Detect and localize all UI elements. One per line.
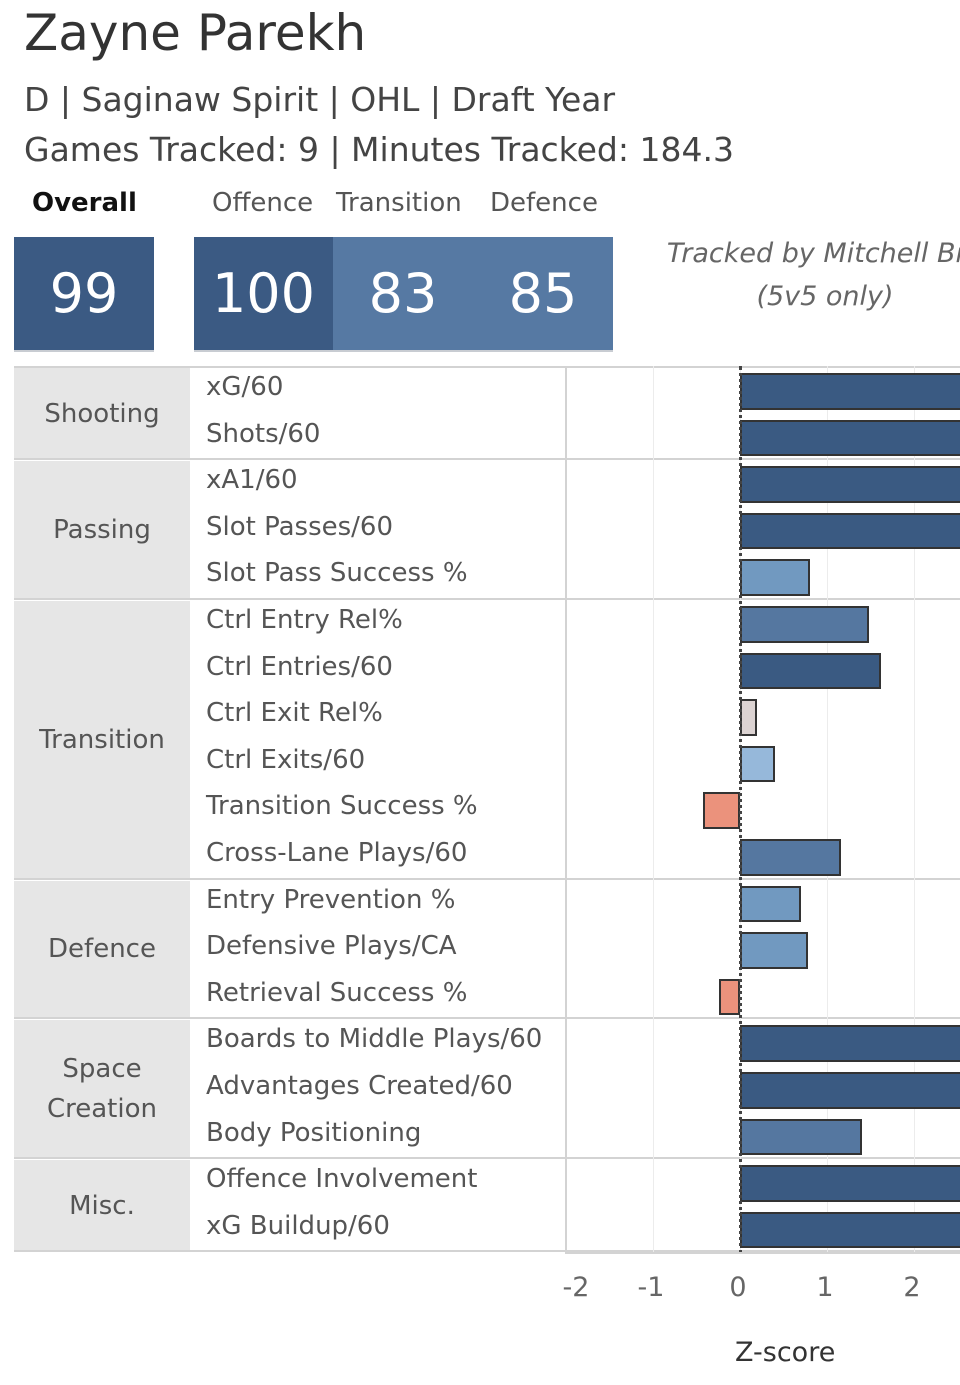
transition-label: Transition [336, 188, 462, 218]
zero-line [739, 366, 742, 1254]
row-separator [14, 366, 960, 368]
metric-label: Transition Success % [206, 791, 478, 822]
metric-label: xG/60 [206, 372, 284, 402]
zscore-bar [740, 373, 960, 410]
gridline [653, 366, 654, 1254]
metric-label: Advantages Created/60 [206, 1071, 513, 1101]
metric-label: Shots/60 [206, 418, 321, 449]
metric-label: Ctrl Exits/60 [206, 744, 366, 775]
row-separator [14, 458, 960, 461]
metric-label: Ctrl Entry Rel% [206, 605, 403, 635]
zscore-bar [740, 419, 960, 457]
group-label-text: Passing [53, 515, 151, 546]
group-label: Space Creation [14, 1020, 190, 1159]
player-info: D | Saginaw Spirit | OHL | Draft Year [24, 80, 616, 119]
zscore-plot [565, 366, 960, 1254]
player-name: Zayne Parekh [24, 4, 367, 62]
defence-label: Defence [490, 188, 598, 218]
gridline [827, 366, 828, 1254]
group-label-text: Defence [48, 934, 156, 965]
gridline [914, 366, 915, 1254]
zscore-bar [740, 1025, 960, 1062]
group-label: Transition [14, 601, 190, 879]
zscore-bar [719, 978, 740, 1016]
group-label-text: Shooting [44, 398, 160, 429]
zscore-bar [740, 839, 841, 876]
zscore-bar [740, 512, 960, 550]
row-separator [14, 1250, 960, 1253]
row-separator [14, 1157, 960, 1160]
metric-label: Entry Prevention % [206, 884, 456, 915]
metric-label: Retrieval Success % [206, 977, 468, 1008]
zscore-bar [740, 466, 960, 503]
credit-line-2: (5v5 only) [756, 281, 894, 312]
zscore-bar [740, 1165, 960, 1202]
x-axis-label: Z-score [735, 1337, 836, 1368]
metric-label: Offence Involvement [206, 1164, 478, 1195]
zscore-bar [740, 932, 808, 969]
x-tick-label: 1 [816, 1272, 834, 1303]
row-separator [14, 1017, 960, 1020]
x-tick-label: -1 [637, 1272, 665, 1303]
group-label: Defence [14, 880, 190, 1019]
transition-score: 83 [333, 237, 473, 352]
zscore-bar [740, 652, 881, 690]
x-tick-label: -2 [562, 1272, 590, 1303]
zscore-bar [740, 1118, 862, 1156]
metrics-table: Shooting xG/60 Shots/60 Passing xA1/60 Slot P… [14, 366, 960, 1254]
zscore-bar [740, 559, 810, 596]
metric-label: Body Positioning [206, 1117, 422, 1148]
metric-label: Cross-Lane Plays/60 [206, 838, 468, 868]
zscore-bar [740, 606, 869, 643]
zscore-bar [740, 745, 775, 783]
credit-line-1: Tracked by Mitchell Bro [666, 238, 960, 269]
group-label: Misc. [14, 1160, 190, 1252]
group-label: Passing [14, 461, 190, 599]
overall-score: 99 [14, 237, 154, 352]
x-tick-label: 2 [903, 1272, 921, 1303]
metric-label: Ctrl Exit Rel% [206, 698, 383, 729]
group-label: Shooting [14, 368, 190, 460]
metric-label: xA1/60 [206, 465, 298, 496]
offence-label: Offence [212, 188, 314, 218]
offence-score: 100 [194, 237, 333, 352]
row-separator [14, 598, 960, 600]
zscore-bar [740, 1072, 960, 1109]
zscore-bar [702, 792, 740, 829]
tracking-info: Games Tracked: 9 | Minutes Tracked: 184.… [24, 130, 734, 169]
metric-label: Slot Pass Success % [206, 558, 468, 589]
metric-label: Ctrl Entries/60 [206, 651, 393, 682]
zscore-bar [740, 699, 757, 736]
x-tick-label: 0 [729, 1272, 747, 1303]
group-label-text: Misc. [69, 1190, 135, 1221]
group-label-text: Space Creation [46, 1054, 157, 1125]
zscore-bar [740, 885, 801, 923]
metric-label: Slot Passes/60 [206, 511, 394, 542]
defence-score: 85 [473, 237, 613, 352]
zscore-bar [740, 1211, 960, 1249]
metric-label: xG Buildup/60 [206, 1210, 390, 1241]
tracking-credit: Tracked by Mitchell Bro (5v5 only) [640, 232, 960, 318]
metric-label: Defensive Plays/CA [206, 931, 457, 962]
x-axis-line [565, 1252, 960, 1254]
group-label-text: Transition [39, 724, 165, 755]
metric-label: Boards to Middle Plays/60 [206, 1024, 543, 1055]
overall-label: Overall [32, 188, 137, 218]
row-separator [14, 877, 960, 880]
